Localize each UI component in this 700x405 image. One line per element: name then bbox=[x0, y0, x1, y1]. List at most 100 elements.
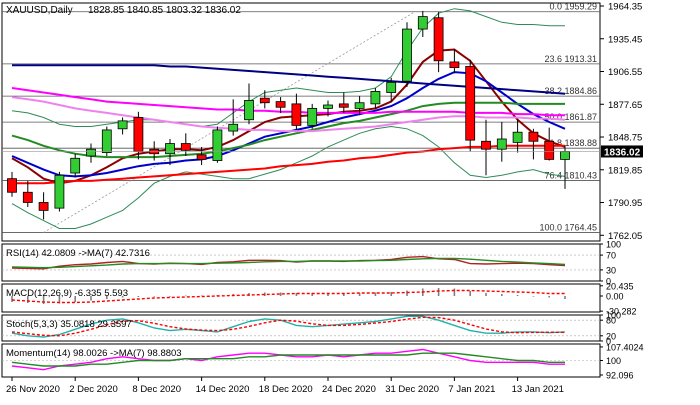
y-tick-label: 1935.45 bbox=[608, 34, 642, 45]
candle-bear bbox=[22, 191, 33, 203]
macd-histogram-bar bbox=[548, 296, 550, 298]
macd-histogram-bar bbox=[564, 296, 566, 299]
macd-histogram-bar bbox=[153, 296, 155, 297]
candle-bull bbox=[323, 104, 333, 109]
candle-bull bbox=[402, 28, 412, 82]
candle-bull bbox=[70, 157, 81, 174]
macd-histogram-bar bbox=[90, 296, 92, 301]
macd-histogram-bar bbox=[501, 294, 503, 296]
candle-bear bbox=[38, 202, 49, 211]
current-price-tag bbox=[601, 145, 643, 158]
candle-bull bbox=[512, 131, 523, 143]
candle-bull bbox=[117, 120, 128, 130]
macd-histogram-bar bbox=[121, 296, 124, 298]
indicator-y-label: 0 bbox=[606, 277, 611, 287]
macd-histogram-bar bbox=[169, 296, 171, 297]
macd-histogram-bar bbox=[311, 293, 313, 296]
indicator-2-line-0 bbox=[11, 315, 566, 338]
macd-histogram-bar bbox=[200, 295, 203, 297]
y-tick-label: 1848.75 bbox=[608, 133, 642, 144]
fibo-level-label: 23.6 1913.31 bbox=[544, 54, 597, 64]
indicator-y-label: 70 bbox=[606, 251, 616, 261]
candle-bear bbox=[275, 101, 286, 108]
x-tick-label: 14 Dec 2020 bbox=[196, 384, 250, 395]
trend-line bbox=[43, 11, 416, 233]
indicator-y-label: 0.00 bbox=[606, 292, 624, 302]
fibo-level-label: 0.0 1959.29 bbox=[549, 2, 597, 12]
chart-symbol: XAUUSD,Daily bbox=[6, 5, 73, 16]
macd-histogram-bar bbox=[295, 293, 298, 296]
indicator-y-label: 107.4024 bbox=[606, 342, 644, 352]
macd-histogram-bar bbox=[406, 290, 408, 296]
macd-histogram-bar bbox=[343, 293, 345, 296]
current-price-label: 1836.02 bbox=[604, 147, 641, 158]
candle-bull bbox=[386, 81, 397, 93]
indicator-title-2: Stoch(5,3,3) 35.0818 29.3597 bbox=[6, 319, 132, 330]
indicator-y-label: 100 bbox=[606, 356, 621, 366]
candle-bear bbox=[449, 61, 460, 69]
macd-histogram-bar bbox=[27, 296, 29, 303]
candle-bear bbox=[481, 140, 491, 150]
fibo-level-label: 61.8 1838.88 bbox=[544, 138, 597, 148]
moving-average-line-6 bbox=[12, 144, 565, 185]
y-tick-label: 1819.85 bbox=[608, 165, 642, 176]
indicator-3-line-1 bbox=[11, 352, 565, 367]
candle-bear bbox=[7, 178, 17, 193]
candle-bear bbox=[338, 103, 349, 108]
fibo-level-label: 50.0 1861.87 bbox=[544, 112, 597, 122]
y-tick-label: 1790.95 bbox=[608, 198, 642, 209]
indicator-2-line-1 bbox=[11, 316, 566, 337]
candle-bull bbox=[228, 123, 239, 132]
indicator-y-label: 20.435 bbox=[606, 281, 634, 291]
candle-bull bbox=[244, 100, 254, 121]
candle-bear bbox=[133, 117, 144, 152]
macd-histogram-bar bbox=[185, 295, 187, 297]
candle-bull bbox=[307, 108, 318, 126]
candle-bear bbox=[259, 97, 270, 104]
candle-bull bbox=[101, 129, 112, 154]
macd-histogram-bar bbox=[58, 296, 61, 304]
y-tick-label: 1964.35 bbox=[608, 2, 642, 13]
candle-bear bbox=[433, 17, 444, 62]
macd-histogram-bar bbox=[106, 296, 108, 299]
candle-bull bbox=[560, 151, 570, 160]
indicator-y-label: 100 bbox=[606, 240, 621, 250]
indicator-y-label: 80 bbox=[606, 316, 616, 326]
candle-bear bbox=[180, 143, 191, 151]
indicator-3-line-0 bbox=[11, 348, 565, 371]
x-tick-label: 8 Dec 2020 bbox=[132, 384, 181, 395]
candle-bear bbox=[528, 131, 539, 142]
candle-bull bbox=[212, 129, 223, 161]
y-tick-label: 1906.55 bbox=[608, 67, 642, 78]
x-tick-label: 13 Jan 2021 bbox=[512, 384, 564, 395]
bollinger-upper bbox=[11, 8, 565, 128]
indicator-y-label: 0 bbox=[606, 337, 611, 347]
indicator-y-label: 20 bbox=[606, 331, 616, 341]
fibo-level-label: 38.2 1884.86 bbox=[544, 86, 597, 96]
x-tick-label: 31 Dec 2020 bbox=[385, 384, 439, 395]
y-tick-label: 1877.65 bbox=[608, 100, 642, 111]
macd-histogram-bar bbox=[74, 296, 76, 302]
x-tick-label: 7 Jan 2021 bbox=[448, 384, 495, 395]
indicator-pane-frame-1 bbox=[1, 283, 601, 313]
indicator-y-label: 30 bbox=[606, 265, 616, 275]
fibo-level-label: 76.4 1810.43 bbox=[544, 170, 597, 180]
candle-bull bbox=[370, 91, 381, 105]
x-tick-label: 24 Dec 2020 bbox=[322, 384, 376, 395]
macd-histogram-bar bbox=[469, 291, 471, 296]
fibo-level-label: 100.0 1764.45 bbox=[539, 223, 597, 233]
indicator-y-label: -30.282 bbox=[606, 307, 637, 317]
candle-bear bbox=[196, 154, 207, 160]
indicator-pane-frame-2 bbox=[1, 314, 601, 342]
macd-histogram-bar bbox=[327, 293, 329, 296]
macd-histogram-bar bbox=[358, 293, 361, 296]
candle-bear bbox=[544, 140, 555, 160]
candle-bull bbox=[54, 174, 65, 209]
indicator-title-0: RSI(14) 42.0809 ->MA(7) 42.7316 bbox=[6, 248, 150, 259]
macd-histogram-bar bbox=[137, 296, 140, 297]
candle-bear bbox=[291, 103, 302, 126]
macd-histogram-bar bbox=[532, 296, 535, 297]
moving-average-line-0 bbox=[11, 48, 566, 185]
macd-histogram-bar bbox=[516, 295, 519, 296]
